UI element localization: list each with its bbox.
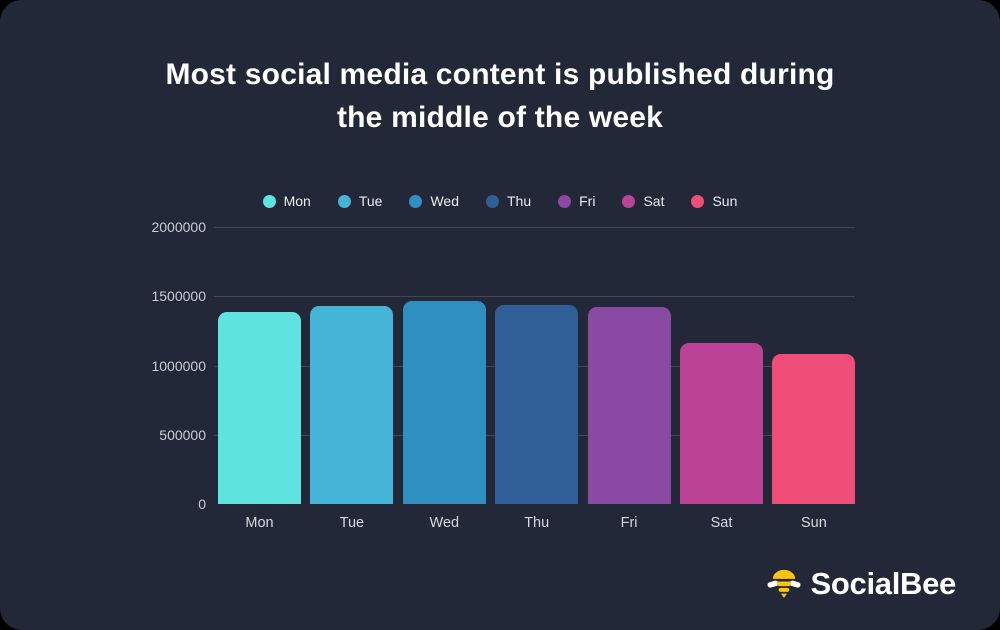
y-axis-tick-label: 1000000 <box>151 357 206 374</box>
chart-legend: Mon Tue Wed Thu Fri Sat Sun <box>0 193 1000 209</box>
brand-name: SocialBee <box>810 566 957 601</box>
y-axis-tick-label: 1500000 <box>151 288 206 305</box>
x-axis-label-wed: Wed <box>429 515 460 531</box>
legend-item-thu: Thu <box>486 193 531 209</box>
y-axis-tick-label: 500000 <box>159 426 206 443</box>
legend-dot-icon <box>262 194 276 208</box>
legend-item-sat: Sat <box>622 193 664 209</box>
x-axis-label-thu: Thu <box>524 515 550 531</box>
x-axis-label-sun: Sun <box>800 515 827 531</box>
legend-item-fri: Fri <box>558 193 595 209</box>
brand-footer: SocialBee <box>766 564 957 604</box>
legend-label: Sun <box>712 193 738 209</box>
bar-sun <box>772 354 856 504</box>
legend-item-mon: Mon <box>262 193 311 209</box>
x-axis-label-sat: Sat <box>710 515 733 531</box>
legend-item-tue: Tue <box>337 193 383 209</box>
y-axis-tick-label: 0 <box>198 496 206 512</box>
chart-title-line2: the middle of the week <box>336 100 664 134</box>
legend-label: Sat <box>643 193 665 209</box>
legend-dot-icon <box>409 194 423 208</box>
bar-tue <box>310 305 394 504</box>
legend-item-sun: Sun <box>691 193 737 209</box>
chart-title: Most social media content is published d… <box>0 0 1000 139</box>
bar-thu <box>495 305 579 504</box>
legend-label: Thu <box>507 193 532 209</box>
legend-dot-icon <box>558 194 572 208</box>
chart-title-line1: Most social media content is published d… <box>165 58 835 91</box>
y-axis-tick-label: 2000000 <box>151 219 206 235</box>
x-axis-label-fri: Fri <box>620 515 638 531</box>
legend-dot-icon <box>691 194 705 208</box>
x-axis-label-tue: Tue <box>339 515 365 531</box>
legend-label: Tue <box>358 193 383 209</box>
bar-mon <box>218 312 301 504</box>
grid-line-2000000 <box>214 227 855 228</box>
x-axis-label-mon: Mon <box>245 515 274 531</box>
legend-label: Mon <box>283 193 311 209</box>
bar-wed <box>402 301 486 504</box>
grid-line-1500000 <box>214 296 855 298</box>
bar-fri <box>587 307 671 504</box>
legend-label: Wed <box>430 193 459 209</box>
legend-dot-icon <box>622 194 636 208</box>
bar-sat <box>680 342 763 504</box>
plot-area: Mon Tue Wed Thu Fri Sat Sun <box>214 227 856 531</box>
legend-dot-icon <box>337 194 351 208</box>
legend-label: Fri <box>579 193 596 209</box>
socialbee-bee-icon <box>766 569 801 598</box>
legend-item-wed: Wed <box>409 193 459 209</box>
legend-dot-icon <box>486 194 499 208</box>
bar-chart: Mon Tue Wed Thu Fri Sat Sun 2000000 1500000 1000… <box>0 219 1000 540</box>
